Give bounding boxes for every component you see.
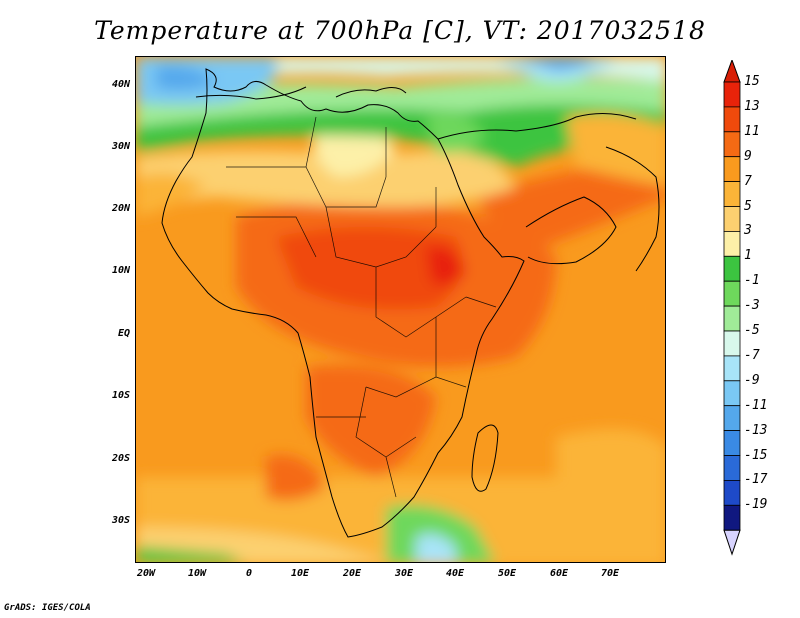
colorbar-swatch — [723, 280, 741, 307]
colorbar-swatch — [723, 230, 741, 257]
lon-tick-label: 10W — [187, 568, 207, 579]
lon-tick-label: 70E — [600, 568, 620, 579]
colorbar-label: -13 — [744, 422, 768, 438]
colorbar-label: -11 — [744, 397, 768, 413]
colorbar — [723, 60, 741, 556]
colorbar-top-arrow — [723, 60, 741, 83]
lat-tick-label: 30S — [111, 515, 130, 526]
lon-tick-label: 20E — [342, 568, 362, 579]
credit-text: GrADS: IGES/COLA — [4, 603, 91, 613]
colorbar-bottom-arrow — [723, 529, 741, 556]
colorbar-label: 13 — [744, 98, 760, 114]
colorbar-swatch — [723, 206, 741, 232]
colorbar-label: 15 — [744, 74, 760, 89]
colorbar-swatch — [723, 181, 741, 207]
colorbar-swatch — [723, 355, 741, 382]
colorbar-swatch — [723, 405, 741, 432]
map-title: Temperature at 700hPa [C], VT: 201703251… — [94, 16, 706, 45]
colorbar-label: 1 — [744, 248, 752, 264]
colorbar-label: -9 — [744, 372, 760, 388]
lat-tick-label: 10N — [111, 265, 130, 276]
lat-tick-label: 30N — [111, 141, 130, 152]
colorbar-swatch — [723, 504, 741, 531]
lon-tick-label: 20W — [136, 568, 156, 579]
lon-tick-label: 10E — [290, 568, 310, 579]
colorbar-swatch — [723, 380, 741, 407]
lat-tick-label: 40N — [111, 79, 130, 90]
colorbar-label: -7 — [744, 347, 760, 363]
temperature-map — [136, 57, 665, 562]
map-panel — [135, 56, 666, 563]
lat-tick-label: 20S — [111, 453, 130, 464]
colorbar-swatch — [723, 131, 741, 158]
colorbar-swatch — [723, 81, 741, 108]
country-borders — [226, 116, 497, 498]
lat-tick-label: EQ — [117, 328, 130, 339]
lon-tick-label: 30E — [394, 568, 414, 579]
colorbar-swatch — [723, 455, 741, 481]
colorbar-swatch — [723, 479, 741, 506]
colorbar-label: -19 — [744, 497, 768, 513]
colorbar-label: -17 — [744, 472, 768, 488]
colorbar-swatch — [723, 255, 741, 282]
lon-tick-label: 50E — [497, 568, 517, 579]
colorbar-label: 7 — [744, 173, 752, 189]
colorbar-swatch — [723, 330, 741, 357]
colorbar-label: -15 — [744, 447, 768, 463]
colorbar-label: 5 — [744, 198, 752, 214]
colorbar-swatch — [723, 106, 741, 133]
coastlines — [161, 68, 660, 538]
lat-tick-label: 20N — [111, 203, 130, 214]
colorbar-label: -3 — [744, 298, 760, 314]
colorbar-swatch — [723, 305, 741, 332]
colorbar-label: -1 — [744, 273, 760, 289]
colorbar-label: -5 — [744, 323, 760, 338]
colorbar-label: 3 — [744, 223, 752, 239]
lon-tick-label: 60E — [549, 568, 569, 579]
colorbar-label: 9 — [744, 148, 752, 164]
lon-tick-label: 40E — [445, 568, 465, 579]
lat-tick-label: 10S — [111, 390, 130, 401]
colorbar-label: 11 — [744, 123, 760, 139]
colorbar-swatch — [723, 430, 741, 456]
lon-tick-label: 0 — [245, 568, 253, 579]
colorbar-swatch — [723, 156, 741, 182]
